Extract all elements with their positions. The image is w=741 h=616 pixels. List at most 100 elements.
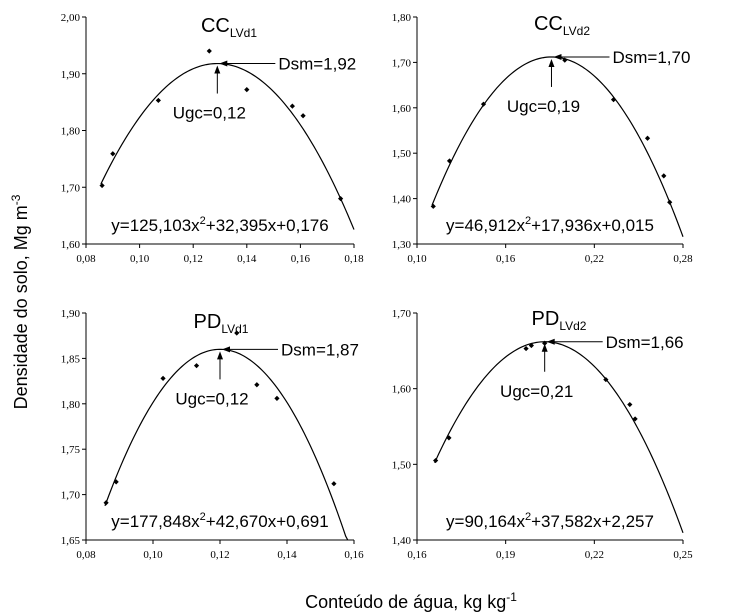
regression-equation: y=177,848x2+42,670x+0,691 (111, 511, 328, 531)
equation-exponent: 2 (200, 215, 206, 227)
data-point (632, 416, 638, 422)
ugc-arrowhead (217, 351, 223, 360)
panel-title: CCLVd1 (201, 15, 257, 40)
y-tick-label: 1,30 (392, 239, 412, 251)
data-point (562, 57, 568, 63)
data-point (667, 199, 673, 205)
panel-title: PDLVd1 (194, 311, 249, 336)
equation-exponent: 2 (525, 511, 531, 523)
panel-title-subscript: LVd1 (221, 322, 248, 336)
dsm-label: Dsm=1,87 (281, 340, 359, 359)
regression-equation: y=125,103x2+32,395x+0,176 (111, 215, 328, 235)
x-tick-label: 0,22 (585, 549, 604, 561)
chart-panel-3: 1,65 1,70 1,75 1,80 1,85 1,90 0,08 0,10 0,12 0,14… (61, 308, 364, 561)
x-tick-label: 0,16 (291, 253, 311, 265)
chart-panel-2: 1,30 1,40 1,50 1,60 1,70 1,80 0,10 0,16 0,22 0,28… (392, 12, 693, 265)
ugc-arrowhead (541, 343, 548, 352)
regression-equation: y=46,912x2+17,936x+0,015 (446, 215, 654, 235)
panel-title-subscript: LVd2 (559, 319, 586, 333)
ugc-label: Ugc=0,12 (175, 389, 248, 408)
x-tick-label: 0,25 (673, 549, 693, 561)
y-tick-label: 1,80 (61, 126, 81, 138)
ugc-label: Ugc=0,19 (507, 97, 580, 116)
y-tick-label: 1,70 (392, 57, 412, 69)
data-point (338, 196, 344, 202)
fitted-curve (100, 62, 355, 230)
data-point (603, 376, 609, 383)
panel-title-main: PD (532, 308, 560, 330)
dsm-label: Dsm=1,92 (278, 55, 356, 74)
fitted-curve (431, 56, 684, 237)
y-tick-label: 1,60 (61, 239, 81, 251)
data-point (610, 97, 617, 103)
data-point (193, 363, 200, 369)
data-point (244, 87, 250, 93)
data-point (160, 375, 166, 381)
panel-title-main: CC (534, 13, 563, 35)
y-axis-label: Densidade do solo, Mg m-3 (9, 194, 31, 409)
x-tick-label: 0,10 (130, 253, 150, 265)
data-point (523, 345, 529, 352)
data-point (113, 479, 119, 485)
chart-panel-1: 1,60 1,70 1,80 1,90 2,00 0,08 0,10 0,12 0,14 0,16… (61, 12, 364, 265)
y-tick-label: 1,65 (61, 535, 81, 547)
x-tick-label: 0,08 (76, 253, 96, 265)
x-tick-label: 0,16 (407, 549, 427, 561)
data-point (155, 97, 161, 104)
ugc-arrowhead (214, 65, 221, 74)
panel-title: CCLVd2 (534, 13, 590, 38)
data-point (274, 395, 280, 401)
chart-panel-4: 1,40 1,50 1,60 1,70 0,16 0,19 0,22 0,25 PDLVd2 Ds… (392, 308, 693, 561)
data-point (430, 203, 436, 209)
equation-exponent: 2 (200, 511, 206, 523)
x-tick-label: 0,10 (143, 549, 163, 561)
equation-part: +17,936x+0,015 (531, 216, 654, 235)
panel-title: PDLVd2 (532, 308, 587, 333)
equation-exponent: 2 (525, 215, 531, 227)
y-tick-label: 1,60 (392, 384, 412, 396)
data-point (627, 401, 633, 408)
equation-part: y=90,164x (446, 512, 525, 531)
equation-part: y=177,848x (111, 512, 200, 531)
data-point (110, 151, 116, 157)
equation-part: +32,395x+0,176 (206, 216, 329, 235)
data-point (446, 435, 452, 441)
fitted-curve (434, 341, 684, 534)
data-point (300, 113, 306, 119)
data-point (234, 330, 240, 336)
dsm-arrowhead (553, 53, 562, 60)
data-point (331, 481, 337, 487)
y-tick-label: 2,00 (61, 12, 81, 24)
y-tick-label: 1,80 (392, 12, 412, 24)
data-point (433, 457, 439, 464)
y-tick-label: 1,40 (392, 194, 412, 206)
ugc-label: Ugc=0,12 (173, 104, 246, 123)
data-point (99, 182, 105, 189)
y-tick-label: 1,40 (392, 535, 412, 547)
x-tick-label: 0,16 (496, 253, 516, 265)
data-point (103, 500, 109, 506)
data-point (289, 103, 295, 109)
x-tick-label: 0,14 (237, 253, 257, 265)
y-tick-label: 1,90 (61, 69, 81, 81)
dsm-label: Dsm=1,70 (612, 48, 690, 67)
data-point (542, 340, 548, 346)
data-point (661, 173, 667, 179)
equation-part: +37,582x+2,257 (531, 512, 654, 531)
equation-part: y=46,912x (446, 216, 525, 235)
x-tick-label: 0,14 (277, 549, 297, 561)
y-tick-label: 1,50 (392, 459, 412, 471)
x-tick-label: 0,12 (210, 549, 229, 561)
x-tick-label: 0,10 (407, 253, 427, 265)
y-tick-label: 1,80 (61, 399, 81, 411)
y-tick-label: 1,85 (61, 353, 81, 365)
y-tick-label: 1,70 (61, 490, 81, 502)
ugc-label: Ugc=0,21 (500, 382, 573, 401)
y-tick-label: 1,75 (61, 444, 81, 456)
equation-part: y=125,103x (111, 216, 200, 235)
data-point (644, 135, 651, 141)
y-tick-label: 1,70 (61, 182, 81, 194)
panel-title-subscript: LVd1 (230, 26, 257, 40)
x-tick-label: 0,12 (184, 253, 203, 265)
